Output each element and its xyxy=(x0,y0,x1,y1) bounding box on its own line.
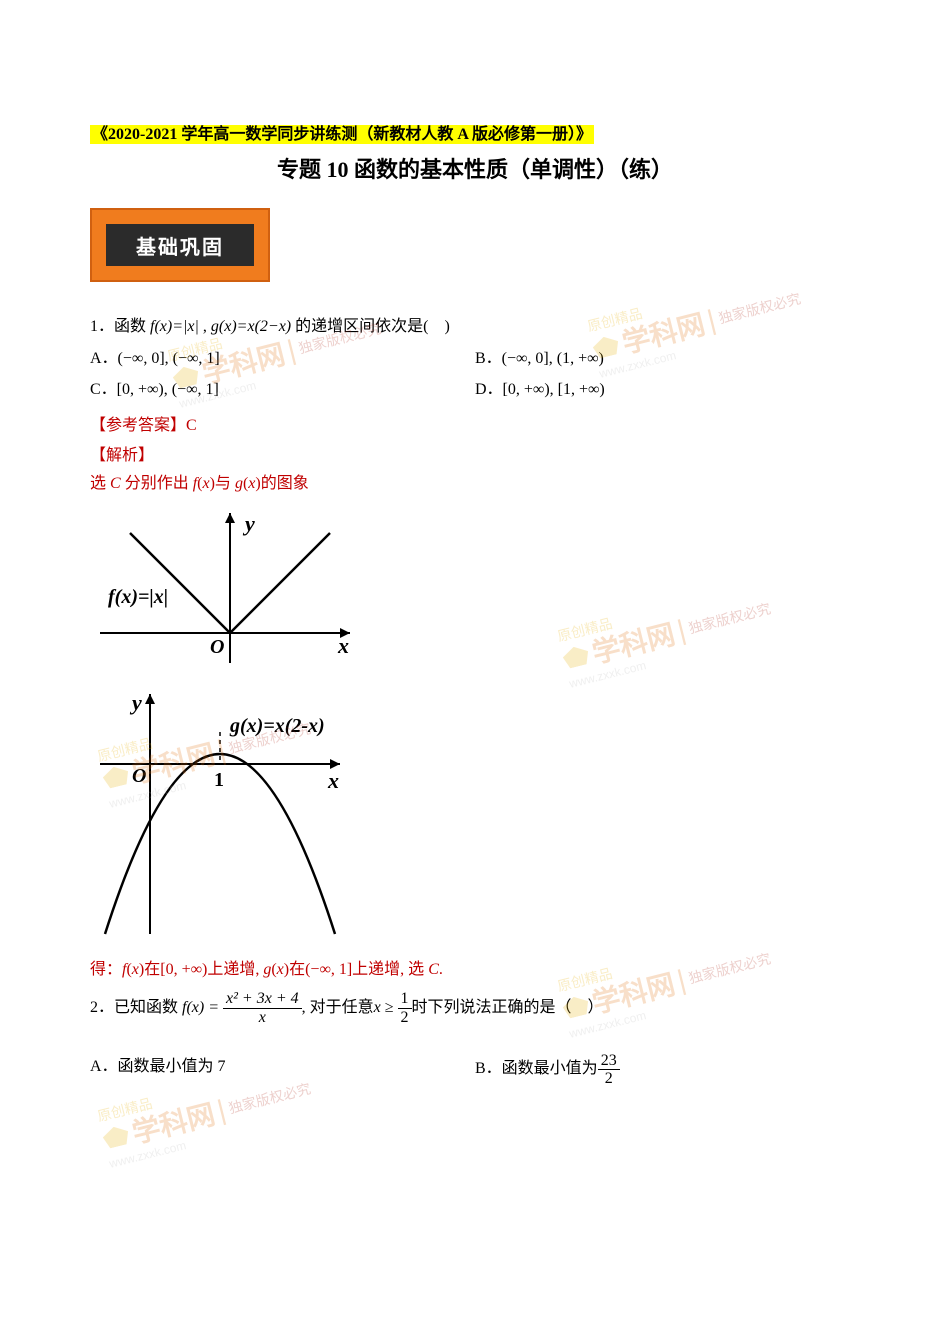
doc-title: 专题 10 函数的基本性质（单调性）（练） xyxy=(90,152,860,184)
q1-opt-a: A．(−∞, 0], (−∞, 1] xyxy=(90,344,475,374)
answer-1: 【参考答案】C xyxy=(90,411,860,435)
q1-gx: g(x)=x(2−x) xyxy=(211,318,291,335)
graph2-y-label: y xyxy=(129,690,142,715)
q1-fx: f(x)=|x| xyxy=(150,318,199,335)
q2-frac-den: x xyxy=(223,1009,302,1027)
q2-half: 1 2 xyxy=(398,990,412,1026)
answer-value: C xyxy=(186,417,197,434)
q2-mid2: 时下列说法正确的是（ ） xyxy=(412,989,604,1027)
section-badge-label: 基础巩固 xyxy=(106,224,254,266)
q2-half-den: 2 xyxy=(398,1009,412,1027)
spacer xyxy=(90,1028,860,1052)
q2-frac-num: x² + 3x + 4 xyxy=(223,990,302,1009)
q1-mid: , xyxy=(203,318,211,335)
q2-opt-b-num: 23 xyxy=(598,1052,620,1071)
q1-opt-b: B．(−∞, 0], (1, +∞) xyxy=(475,344,860,374)
q2-prefix: 2．已知函数 xyxy=(90,989,178,1027)
q2-half-num: 1 xyxy=(398,990,412,1009)
q2-opt-a: A．函数最小值为 7 xyxy=(90,1052,475,1088)
doc-series-header: 《2020-2021 学年高一数学同步讲练测（新教材人教 A 版必修第一册）》 xyxy=(90,125,594,144)
q1-opt-c: C．[0, +∞), (−∞, 1] xyxy=(90,375,475,405)
conclusion-1: 得：f(x)在[0, +∞)上递增, g(x)在(−∞, 1]上递增, 选 C. xyxy=(90,955,860,979)
graph2-origin: O xyxy=(132,765,146,787)
q2-xge: x ≥ xyxy=(374,989,394,1027)
graph-gx-parab: y x O 1 g(x)=x(2-x) xyxy=(90,684,860,949)
graph1-y-label: y xyxy=(242,511,255,536)
q2-opt-b-pre: B．函数最小值为 xyxy=(475,1054,598,1084)
q1-prefix: 1．函数 xyxy=(90,318,150,335)
q1-options: A．(−∞, 0], (−∞, 1] B．(−∞, 0], (1, +∞) C．… xyxy=(90,344,860,405)
section-badge: 基础巩固 xyxy=(90,208,270,282)
page: 《2020-2021 学年高一数学同步讲练测（新教材人教 A 版必修第一册）》 … xyxy=(0,0,950,1148)
graph2-g-label: g(x)=x(2-x) xyxy=(229,715,325,737)
q2-lhs: f(x) = xyxy=(182,989,219,1027)
analysis-label: 【解析】 xyxy=(90,441,860,465)
answer-label: 【参考答案】 xyxy=(90,417,186,434)
q2-frac: x² + 3x + 4 x xyxy=(223,990,302,1026)
graph2-one: 1 xyxy=(214,769,224,791)
header-wrap: 《2020-2021 学年高一数学同步讲练测（新教材人教 A 版必修第一册）》 xyxy=(90,120,860,144)
question-1: 1．函数 f(x)=|x| , g(x)=x(2−x) 的递增区间依次是( ) xyxy=(90,312,860,342)
q2-options: A．函数最小值为 7 B．函数最小值为 23 2 xyxy=(90,1052,860,1088)
graph1-origin: O xyxy=(210,636,224,658)
graph1-x-label: x xyxy=(337,633,349,658)
q2-opt-b-frac: 23 2 xyxy=(598,1052,620,1088)
q2-mid1: , 对于任意 xyxy=(302,989,374,1027)
analysis-1-text: 选 C 分别作出 f(x)与 g(x)的图象 xyxy=(90,475,309,492)
q1-suffix: 的递增区间依次是( ) xyxy=(295,318,450,335)
graph2-x-label: x xyxy=(327,768,339,793)
q2-opt-b-den: 2 xyxy=(598,1070,620,1088)
q1-opt-d: D．[0, +∞), [1, +∞) xyxy=(475,375,860,405)
q2-opt-b: B．函数最小值为 23 2 xyxy=(475,1052,860,1088)
graph1-f-label: f(x)=|x| xyxy=(108,586,168,608)
graph-fx-abs: y x O f(x)=|x| xyxy=(90,503,860,678)
analysis-1: 选 C 分别作出 f(x)与 g(x)的图象 xyxy=(90,469,860,493)
question-2: 2．已知函数 f(x) = x² + 3x + 4 x , 对于任意 x ≥ 1… xyxy=(90,989,860,1027)
